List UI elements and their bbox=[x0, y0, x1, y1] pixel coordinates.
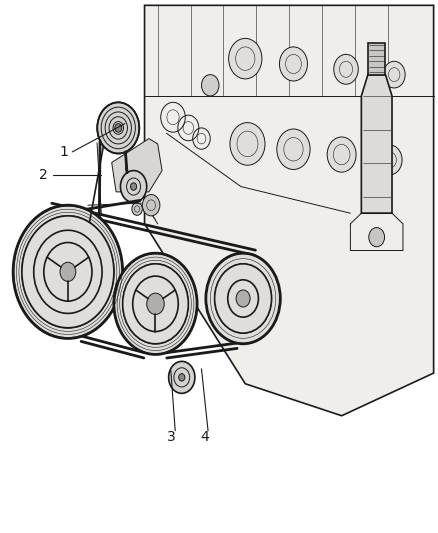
Polygon shape bbox=[145, 5, 434, 416]
Ellipse shape bbox=[378, 145, 402, 175]
Ellipse shape bbox=[114, 253, 197, 354]
Ellipse shape bbox=[230, 123, 265, 165]
Ellipse shape bbox=[97, 102, 139, 154]
Ellipse shape bbox=[206, 253, 280, 344]
Ellipse shape bbox=[13, 205, 123, 338]
Ellipse shape bbox=[277, 129, 310, 169]
Polygon shape bbox=[112, 139, 162, 192]
Ellipse shape bbox=[120, 171, 147, 203]
Ellipse shape bbox=[142, 195, 160, 216]
Text: 4: 4 bbox=[201, 430, 209, 444]
Ellipse shape bbox=[60, 262, 76, 281]
Text: 2: 2 bbox=[39, 168, 48, 182]
Text: 1: 1 bbox=[59, 145, 68, 159]
Ellipse shape bbox=[369, 228, 385, 247]
Ellipse shape bbox=[383, 61, 405, 88]
Text: 3: 3 bbox=[166, 430, 175, 444]
Ellipse shape bbox=[229, 38, 262, 79]
Ellipse shape bbox=[236, 290, 250, 307]
Polygon shape bbox=[361, 75, 392, 213]
Ellipse shape bbox=[179, 374, 185, 381]
Ellipse shape bbox=[169, 361, 195, 393]
Ellipse shape bbox=[279, 47, 307, 81]
Ellipse shape bbox=[147, 293, 164, 314]
Ellipse shape bbox=[334, 54, 358, 84]
Ellipse shape bbox=[115, 124, 122, 132]
Ellipse shape bbox=[131, 183, 137, 190]
Polygon shape bbox=[368, 43, 385, 75]
Ellipse shape bbox=[327, 137, 356, 172]
Ellipse shape bbox=[132, 203, 142, 215]
Ellipse shape bbox=[201, 75, 219, 96]
